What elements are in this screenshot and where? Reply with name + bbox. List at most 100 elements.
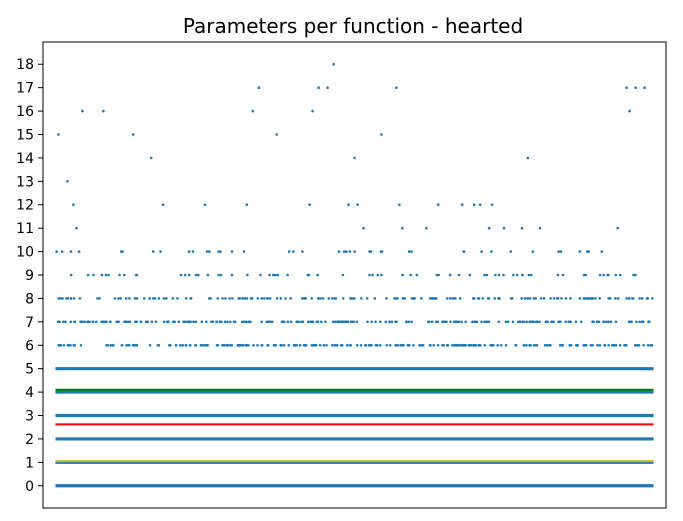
data-point <box>539 297 543 300</box>
data-point <box>578 250 581 253</box>
data-point <box>509 250 513 253</box>
data-point <box>567 320 571 324</box>
data-point <box>148 344 152 347</box>
data-point <box>473 320 477 324</box>
data-point <box>475 320 479 324</box>
data-point <box>139 320 143 324</box>
data-point <box>245 203 249 206</box>
data-point <box>598 297 601 300</box>
data-point <box>336 320 339 324</box>
data-point <box>128 297 131 300</box>
data-point <box>230 344 234 347</box>
data-point <box>215 344 219 347</box>
data-point <box>512 273 515 277</box>
data-point <box>487 226 491 230</box>
data-point <box>250 297 254 300</box>
data-point <box>584 344 588 347</box>
y-tick-label: 7 <box>25 315 34 331</box>
data-point <box>407 320 411 324</box>
data-point <box>446 344 450 347</box>
data-point <box>420 297 423 300</box>
data-point <box>221 297 224 300</box>
data-point <box>241 297 244 300</box>
data-point <box>191 250 195 253</box>
data-point <box>421 344 425 347</box>
data-point <box>102 109 105 113</box>
data-point <box>125 320 129 324</box>
data-point <box>634 86 637 89</box>
data-point <box>650 344 654 347</box>
data-point <box>502 273 505 277</box>
data-point <box>353 156 356 160</box>
data-point <box>552 320 555 324</box>
data-point <box>548 344 551 347</box>
data-point <box>497 320 501 324</box>
data-point <box>511 320 515 324</box>
data-point <box>606 273 609 277</box>
data-point <box>360 297 363 300</box>
data-point <box>497 273 501 277</box>
data-point <box>57 297 60 300</box>
data-point <box>265 320 269 324</box>
data-point <box>171 297 175 300</box>
data-point <box>449 320 452 324</box>
data-point <box>295 344 299 347</box>
data-point <box>159 250 162 253</box>
data-point <box>618 273 622 277</box>
data-point <box>203 203 207 206</box>
data-point <box>480 250 484 253</box>
data-point <box>348 250 352 253</box>
data-point <box>523 297 527 300</box>
data-point <box>473 297 476 300</box>
data-point <box>286 320 290 324</box>
data-point <box>144 320 148 324</box>
data-point <box>241 344 244 347</box>
data-point <box>576 344 580 347</box>
data-point <box>272 273 275 277</box>
data-point <box>208 250 211 253</box>
data-point <box>499 344 503 347</box>
data-point <box>260 297 264 300</box>
data-point <box>168 344 171 347</box>
y-tick-label: 8 <box>25 291 34 307</box>
data-point <box>200 320 204 324</box>
data-point <box>449 297 452 300</box>
data-point <box>394 344 398 347</box>
data-point <box>462 250 466 253</box>
y-tick-label: 10 <box>16 245 34 261</box>
data-point <box>282 320 286 324</box>
data-point <box>92 273 95 277</box>
data-point <box>591 320 594 324</box>
data-point <box>301 250 304 253</box>
data-point <box>376 273 380 277</box>
data-point <box>275 297 279 300</box>
data-point <box>520 297 523 300</box>
data-point <box>62 344 66 347</box>
data-point <box>148 297 151 300</box>
data-point <box>586 297 590 300</box>
data-point <box>550 320 553 324</box>
data-point <box>266 297 270 300</box>
data-point <box>380 133 383 136</box>
data-point <box>246 273 249 277</box>
data-point <box>350 320 354 324</box>
data-point <box>96 297 99 300</box>
data-point <box>624 344 628 347</box>
data-point <box>279 297 283 300</box>
data-point <box>494 273 497 277</box>
data-point <box>206 273 210 277</box>
data-point <box>337 250 341 253</box>
data-point <box>471 320 474 324</box>
data-point <box>498 297 501 300</box>
data-point <box>117 297 120 300</box>
data-point <box>564 297 568 300</box>
data-point <box>531 250 535 253</box>
data-point <box>335 344 339 347</box>
data-point <box>582 273 586 277</box>
data-point <box>504 320 508 324</box>
data-point <box>559 250 563 253</box>
data-point <box>521 273 524 277</box>
data-point <box>274 273 277 277</box>
data-point <box>526 156 530 160</box>
data-point <box>561 344 564 347</box>
